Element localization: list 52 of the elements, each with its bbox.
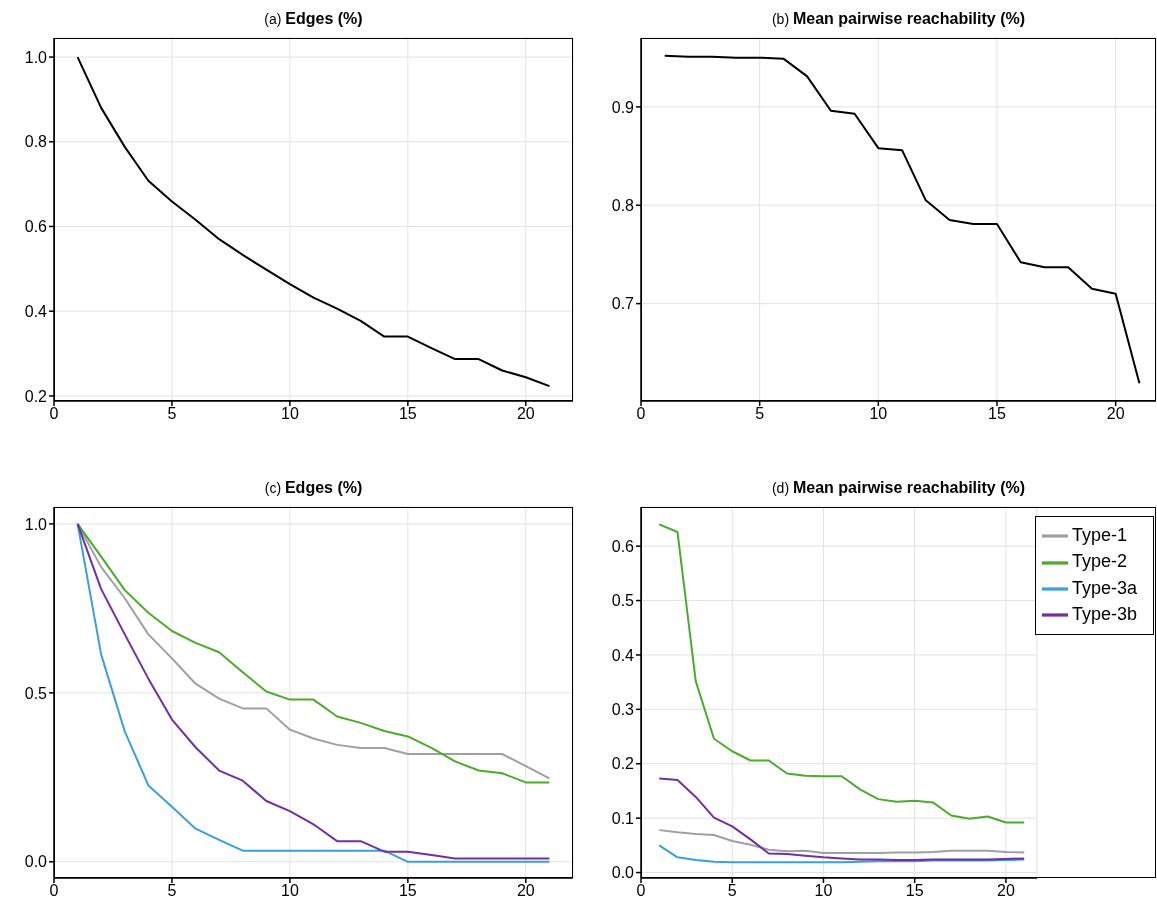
y-tick-label: 0.3 bbox=[611, 701, 635, 719]
y-tick-label: 0.8 bbox=[24, 133, 48, 151]
y-tick-label: 0.8 bbox=[611, 196, 635, 214]
x-tick-label: 15 bbox=[988, 405, 1006, 423]
y-tick-label: 0.2 bbox=[24, 387, 48, 405]
x-tick-label: 0 bbox=[636, 882, 646, 900]
x-tick-label: 20 bbox=[1106, 405, 1125, 423]
line-series bbox=[658, 777, 1026, 862]
x-tick-label: 5 bbox=[755, 405, 765, 423]
x-tick-label: 0 bbox=[636, 405, 646, 423]
x-tick-label: 20 bbox=[997, 882, 1015, 900]
line-series bbox=[76, 56, 551, 388]
x-tick-label: 10 bbox=[814, 882, 833, 900]
line-series bbox=[658, 829, 1026, 854]
y-tick-label: 1.0 bbox=[24, 48, 48, 66]
legend-label: Type-3a bbox=[1071, 577, 1137, 598]
y-tick-label: 0.1 bbox=[611, 809, 635, 827]
y-tick-label: 0.7 bbox=[611, 295, 635, 313]
x-tick-label: 15 bbox=[398, 882, 417, 900]
y-tick-label: 0.0 bbox=[611, 864, 635, 882]
legend-label: Type-1 bbox=[1071, 525, 1127, 545]
y-tick-label: 0.6 bbox=[611, 537, 635, 555]
legend-label: Type-3b bbox=[1071, 603, 1137, 624]
y-tick-label: 1.0 bbox=[24, 515, 48, 533]
x-tick-label: 0 bbox=[49, 405, 59, 423]
line-series bbox=[658, 844, 1026, 864]
y-tick-label: 0.2 bbox=[611, 755, 635, 773]
x-tick-label: 5 bbox=[167, 882, 177, 900]
y-tick-label: 0.6 bbox=[24, 218, 48, 236]
y-tick-label: 0.4 bbox=[611, 646, 635, 664]
chart-title: (d) Mean pairwise reachability (%) bbox=[771, 479, 1026, 496]
y-tick-label: 0.5 bbox=[24, 684, 48, 702]
x-tick-label: 15 bbox=[905, 882, 924, 900]
x-tick-label: 0 bbox=[49, 882, 59, 900]
line-series bbox=[663, 54, 1141, 385]
x-tick-label: 5 bbox=[167, 405, 177, 423]
line-series bbox=[658, 523, 1026, 824]
chart-title: (b) Mean pairwise reachability (%) bbox=[771, 10, 1026, 27]
x-tick-label: 5 bbox=[727, 882, 737, 900]
y-tick-label: 0.5 bbox=[611, 592, 635, 610]
chart-title: (a) Edges (%) bbox=[264, 10, 363, 27]
x-tick-label: 15 bbox=[398, 405, 417, 423]
x-tick-label: 20 bbox=[516, 405, 535, 423]
x-tick-label: 10 bbox=[281, 405, 299, 423]
y-tick-label: 0.4 bbox=[24, 302, 48, 320]
x-tick-label: 10 bbox=[281, 882, 299, 900]
x-tick-label: 10 bbox=[869, 405, 888, 423]
y-tick-label: 0.9 bbox=[611, 98, 635, 116]
x-tick-label: 20 bbox=[516, 882, 535, 900]
y-tick-label: 0.0 bbox=[24, 853, 48, 871]
chart-title: (c) Edges (%) bbox=[264, 479, 363, 496]
legend-label: Type-2 bbox=[1071, 551, 1127, 572]
